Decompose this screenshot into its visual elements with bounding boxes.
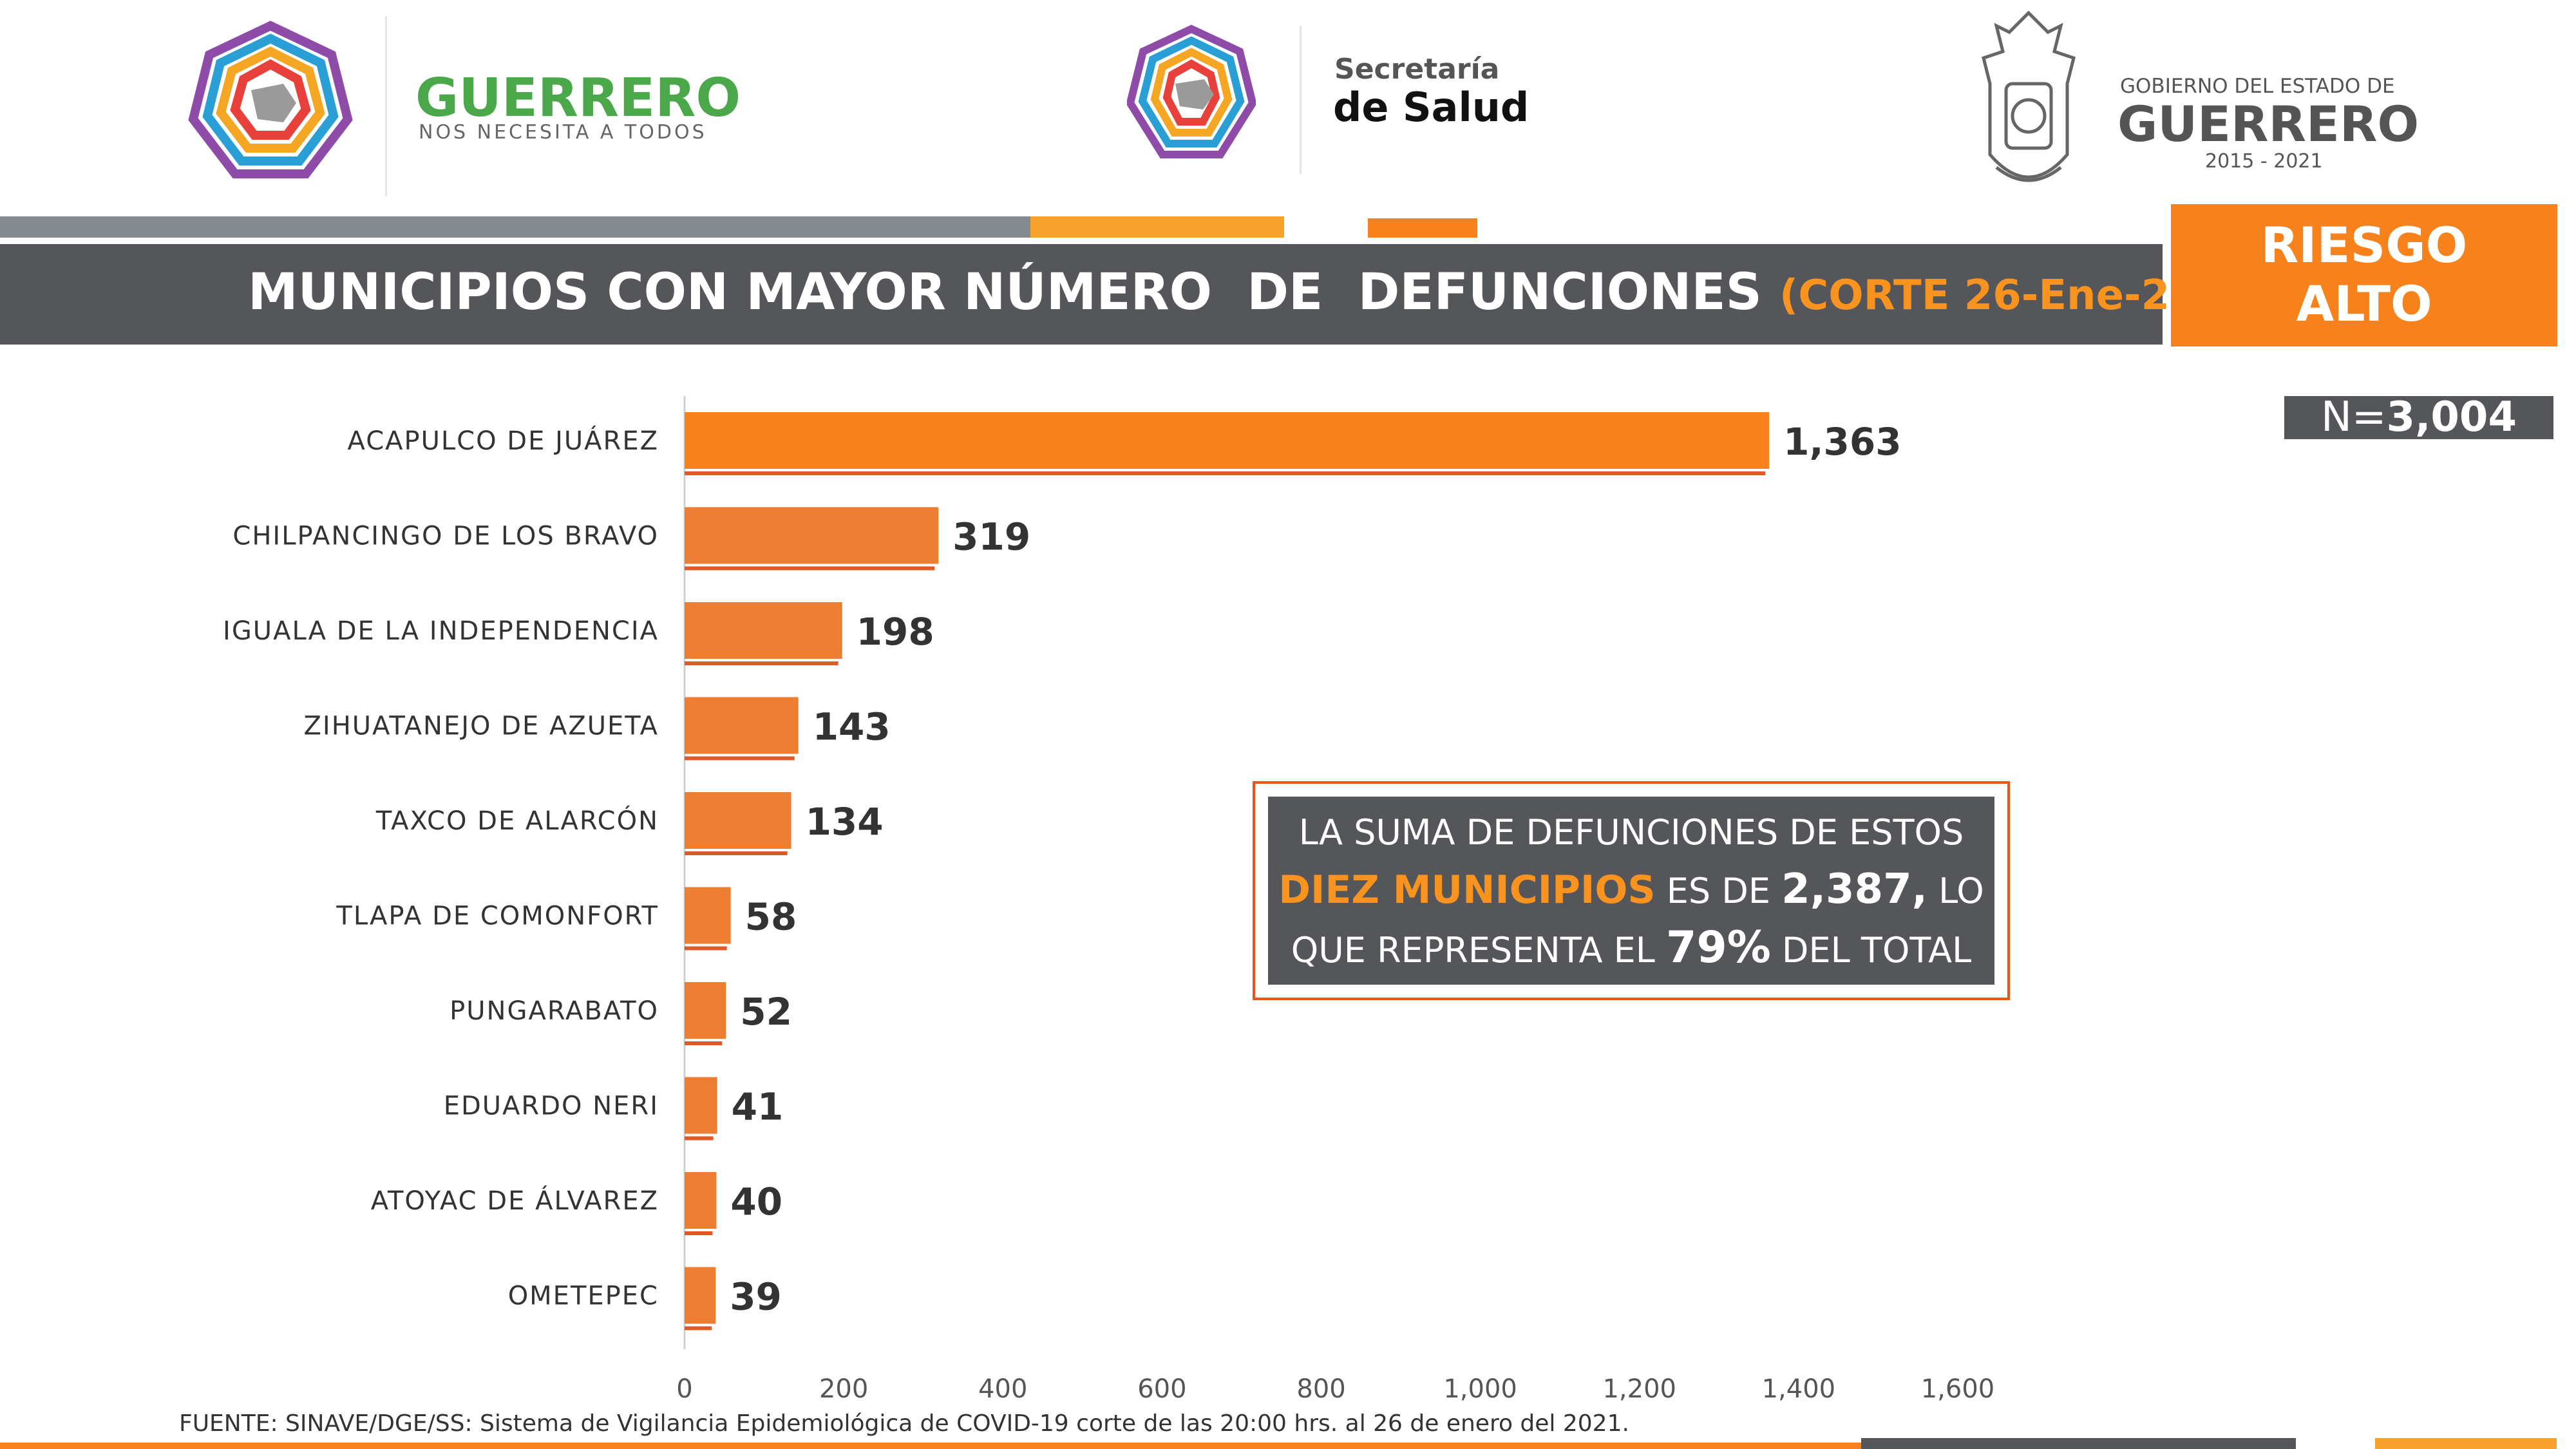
callout-l2a: ES DE	[1655, 871, 1782, 911]
value-label: 41	[732, 1085, 784, 1129]
callout-highlight: DIEZ MUNICIPIOS	[1278, 867, 1656, 913]
bar	[685, 602, 842, 659]
top-stripe-gray	[0, 216, 1030, 238]
bar-chart: ACAPULCO DE JUÁREZ 1,363 CHILPANCINGO DE L…	[223, 396, 1995, 1404]
title-band: MUNICIPIOS CON MAYOR NÚMERO DE DEFUNCION…	[0, 244, 2275, 345]
callout-l3c: DEL TOTAL	[1770, 930, 1972, 971]
top-stripe-orange	[1030, 216, 1284, 238]
guerrero-logo-subtitle: NOS NECESITA A TODOS	[419, 121, 707, 144]
value-label: 319	[952, 515, 1030, 559]
guerrero-logo-icon	[188, 21, 353, 178]
bar	[685, 982, 726, 1039]
risk-line2: ALTO	[2296, 275, 2432, 333]
callout-sum-value: 2,387,	[1781, 866, 1927, 913]
category-label: OMETEPEC	[508, 1282, 659, 1311]
bar-underline	[685, 1231, 713, 1235]
total-badge: N=3,004	[2284, 396, 2553, 439]
value-label: 198	[857, 610, 934, 654]
category-label: CHILPANCINGO DE LOS BRAVO	[232, 522, 659, 551]
salud-logo-icon	[1127, 24, 1256, 158]
value-label: 1,363	[1783, 420, 1901, 464]
gob-logo-line1: GOBIERNO DEL ESTADO DE	[2120, 75, 2395, 98]
bar-underline	[685, 1326, 712, 1331]
total-value: 3,004	[2386, 393, 2517, 441]
bar	[685, 792, 791, 849]
page-title-main: MUNICIPIOS CON MAYOR NÚMERO DE DEFUNCION…	[248, 263, 1762, 321]
bar-underline	[685, 1136, 714, 1141]
category-label: TAXCO DE ALARCÓN	[375, 805, 659, 836]
header: GUERRERO NOS NECESITA A TODOS Secretaría…	[0, 0, 2576, 213]
bottom-stripe-gray	[1861, 1438, 2296, 1449]
callout-line1: LA SUMA DE DEFUNCIONES DE ESTOS	[1298, 812, 1964, 853]
category-label: TLAPA DE COMONFORT	[336, 902, 659, 931]
risk-line1: RIESGO	[2260, 216, 2468, 274]
bar-underline	[685, 566, 935, 571]
bar	[685, 412, 1770, 469]
value-label: 143	[813, 705, 891, 749]
x-tick-label: 200	[819, 1374, 868, 1404]
source-note: FUENTE: SINAVE/DGE/SS: Sistema de Vigila…	[179, 1410, 1629, 1437]
category-label: EDUARDO NERI	[444, 1092, 659, 1121]
guerrero-logo-title: GUERRERO	[415, 68, 741, 129]
callout-l2c: LO	[1927, 871, 1984, 911]
bar	[685, 1172, 717, 1229]
bar-underline	[685, 756, 795, 761]
value-label: 52	[740, 990, 792, 1034]
salud-logo-line2: de Salud	[1333, 84, 1530, 131]
category-label: ACAPULCO DE JUÁREZ	[348, 425, 659, 456]
gob-logo-line2: GUERRERO	[2117, 95, 2420, 153]
x-tick-label: 1,200	[1602, 1374, 1676, 1404]
x-tick-label: 0	[676, 1374, 692, 1404]
bar-underline	[685, 946, 727, 951]
salud-logo-line1: Secretaría	[1334, 53, 1500, 86]
category-label: ZIHUATANEJO DE AZUETA	[304, 712, 659, 741]
guerrero-logo-divider	[385, 16, 387, 196]
value-label: 58	[745, 895, 797, 939]
bar-underline	[685, 1041, 723, 1045]
x-tick-label: 800	[1296, 1374, 1345, 1404]
value-label: 39	[730, 1275, 782, 1319]
callout-l3a: QUE REPRESENTA EL	[1291, 930, 1666, 971]
bar-underline	[685, 661, 838, 665]
bar	[685, 887, 731, 944]
bar-underline	[685, 471, 1766, 475]
bar	[685, 697, 799, 754]
bar	[685, 507, 939, 564]
callout-line2: DIEZ MUNICIPIOS ES DE 2,387, LO	[1268, 861, 1994, 920]
page-title: MUNICIPIOS CON MAYOR NÚMERO DE DEFUNCION…	[248, 263, 2275, 321]
total-prefix: N=	[2321, 393, 2387, 441]
top-stripe-orange-2	[1368, 218, 1477, 238]
category-label: ATOYAC DE ÁLVAREZ	[371, 1185, 659, 1216]
x-tick-label: 1,400	[1762, 1374, 1836, 1404]
bar	[685, 1267, 716, 1324]
summary-callout: LA SUMA DE DEFUNCIONES DE ESTOS DIEZ MUN…	[1253, 781, 2010, 1000]
gob-logo-line3: 2015 - 2021	[2205, 150, 2323, 173]
bottom-stripe-orange-2	[2375, 1438, 2557, 1449]
bar	[685, 1077, 717, 1134]
x-tick-label: 400	[978, 1374, 1027, 1404]
risk-badge: RIESGO ALTO	[2171, 204, 2557, 346]
summary-callout-inner: LA SUMA DE DEFUNCIONES DE ESTOS DIEZ MUN…	[1268, 797, 1994, 985]
callout-line3: QUE REPRESENTA EL 79% DEL TOTAL	[1268, 920, 1994, 979]
category-label: PUNGARABATO	[450, 996, 659, 1026]
coat-of-arms-icon	[1982, 10, 2076, 182]
bar-underline	[685, 851, 788, 855]
value-label: 40	[730, 1180, 782, 1224]
x-tick-label: 1,600	[1921, 1374, 1995, 1404]
salud-logo-divider	[1300, 26, 1302, 174]
category-label: IGUALA DE LA INDEPENDENCIA	[223, 616, 659, 646]
x-tick-label: 1,000	[1443, 1374, 1517, 1404]
callout-percent: 79%	[1666, 922, 1771, 973]
x-tick-label: 600	[1137, 1374, 1186, 1404]
value-label: 134	[806, 800, 884, 844]
bottom-stripe-orange	[0, 1443, 1861, 1449]
